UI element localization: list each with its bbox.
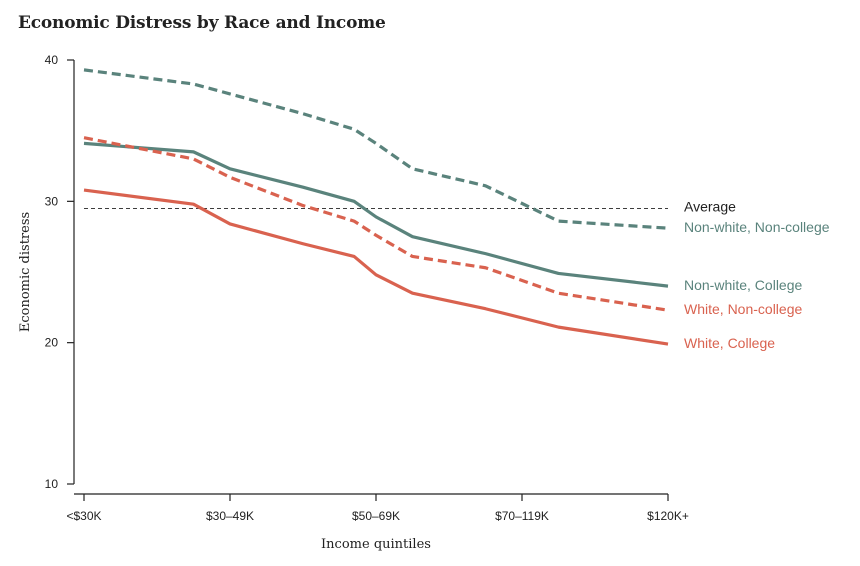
series-line	[83, 141, 669, 288]
series-label: Non-white, Non-college	[684, 219, 830, 235]
average-label: Average	[684, 198, 736, 214]
x-tick-label: <$30K	[66, 509, 101, 523]
y-axis-label: Economic distress	[18, 212, 33, 332]
y-tick-label: 30	[45, 194, 59, 208]
x-axis-label: Income quintiles	[321, 537, 431, 552]
y-tick-label: 20	[45, 336, 59, 350]
x-tick-label: $30–49K	[206, 509, 254, 523]
series-line	[83, 68, 669, 230]
x-tick-label: $50–69K	[352, 509, 400, 523]
x-tick-label: $120K+	[647, 509, 689, 523]
y-tick-label: 10	[45, 477, 59, 491]
series-label: White, Non-college	[684, 301, 802, 317]
series-label: White, College	[684, 335, 775, 351]
series-line	[83, 136, 669, 312]
x-tick-label: $70–119K	[495, 509, 549, 523]
series-line	[83, 188, 669, 346]
y-tick-label: 40	[45, 53, 59, 67]
series-label: Non-white, College	[684, 277, 802, 293]
chart-title: Economic Distress by Race and Income	[18, 13, 386, 33]
